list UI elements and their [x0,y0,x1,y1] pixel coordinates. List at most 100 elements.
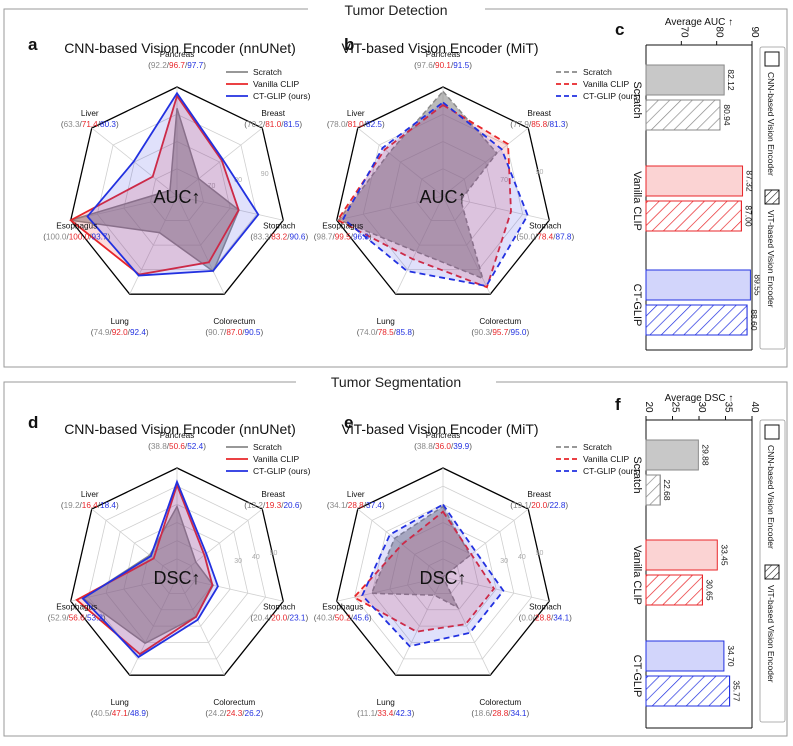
radar-series-ct-glip [342,101,529,288]
axis-value-scratch: 13.2 [247,501,263,510]
axis-label-lung: Lung [111,698,130,707]
axis-value-vanilla: 16.4 [82,501,98,510]
bar-tick-label: 70 [678,26,689,38]
axis-value-vanilla: 87.0 [226,328,242,337]
bar-value-label: 22.68 [662,479,672,501]
axis-values-colorectum: (90.3/95.7/95.0) [471,328,529,337]
radar-center-label: DSC↑ [419,568,466,588]
axis-value-sep: ) [116,120,119,129]
panel-d-radar: 304050DSC↑Pancreas(38.8/50.6/52.4)Breast… [28,413,311,718]
axis-values-stomach: (83.3/83.2/90.6) [250,232,308,241]
axis-value-sep: / [529,120,532,129]
axis-value-sep: / [80,120,83,129]
axis-label-liver: Liver [347,109,365,118]
axis-value-sep: ( [205,328,208,337]
radar-series-vanilla-clip [75,482,214,656]
panel-a-radar: 708090AUC↑Pancreas(92.2/96.7/97.7)Breast… [28,35,311,337]
legend-label-cnn: CNN-based Vision Encoder [766,72,776,176]
axis-value-sep: / [551,613,554,622]
axis-value-ctglip: 97.7 [187,61,203,70]
axis-value-sep: ) [107,232,110,241]
bar-tick-label: 40 [749,401,760,413]
bar-vanilla-clip-cnn [645,165,744,197]
bar-value-label: 33.45 [719,544,729,566]
axis-value-sep: ) [469,61,472,70]
axis-value-sep: / [128,709,131,718]
axis-value-ctglip: 42.3 [396,709,412,718]
axis-label-esophagus: Esophagus [56,221,97,230]
legend-label: CT-GLIP (ours) [253,466,311,476]
legend-label: Scratch [253,67,282,77]
radar-grid-ring [88,485,266,660]
bar-category-label: Scratch [631,81,643,118]
axis-value-sep: / [80,501,83,510]
axis-value-sep: / [85,613,88,622]
axis-value-sep: / [508,709,511,718]
axis-value-sep: ( [414,61,417,70]
section-title-segmentation: Tumor Segmentation [331,374,461,390]
axis-value-sep: ( [48,613,51,622]
axis-value-sep: / [66,613,69,622]
axis-value-scratch: 40.5 [94,709,110,718]
axis-value-sep: ) [260,328,263,337]
radar-outer-frame [70,86,284,295]
radar-tick-label: 70 [500,177,508,184]
legend-label: Vanilla CLIP [583,79,629,89]
legend-label: Vanilla CLIP [583,454,629,464]
bar-scratch-cnn [645,64,725,96]
axis-values-pancreas: (38.8/50.6/52.4) [148,442,206,451]
radar-grid-ring [105,503,249,643]
radar-series-scratch [70,108,240,273]
radar-series-ct-glip [361,503,505,648]
axis-value-sep: ( [148,61,151,70]
axis-value-scratch: 19.2 [64,501,80,510]
axis-label-breast: Breast [527,109,551,118]
axis-label-colorectum: Colorectum [213,698,255,707]
radar-center-label: AUC↑ [153,187,200,207]
legend-label: Vanilla CLIP [253,454,299,464]
axis-value-sep: ) [203,442,206,451]
bar-value-label: 89.55 [752,274,762,296]
radar-series-scratch [337,90,498,280]
axis-value-scratch: 92.2 [151,61,167,70]
axis-value-scratch: 83.3 [253,232,269,241]
axis-values-colorectum: (24.2/24.3/26.2) [205,709,263,718]
axis-value-sep: / [167,442,170,451]
axis-value-sep: ) [412,328,415,337]
section-title-detection: Tumor Detection [345,2,448,18]
axis-value-sep: / [332,613,335,622]
legend-label-cnn: CNN-based Vision Encoder [766,445,776,549]
axis-label-colorectum: Colorectum [479,698,521,707]
bar-hatch-overlay [645,200,742,232]
axis-value-sep: / [547,120,550,129]
axis-value-vanilla: 99.5 [335,232,351,241]
panel-letter: f [615,395,621,414]
axis-value-ctglip: 80.3 [100,120,116,129]
axis-value-sep: / [490,709,493,718]
legend-swatch-cnn [764,51,780,67]
axis-values-esophagus: (100.0/100.0/93.7) [43,232,110,241]
bar-value-label: 35.77 [732,680,742,702]
axis-value-sep: / [185,442,188,451]
radar-tick-label: 50 [270,550,278,557]
legend-label: CT-GLIP (ours) [583,91,641,101]
axis-value-sep: / [269,232,272,241]
axis-value-sep: ( [61,120,64,129]
axis-value-sep: ( [250,613,253,622]
axis-value-sep: / [332,232,335,241]
axis-value-sep: / [375,328,378,337]
axis-value-sep: ( [91,709,94,718]
axis-value-sep: / [451,442,454,451]
axis-value-scratch: 24.2 [208,709,224,718]
axis-value-sep: ) [526,709,529,718]
panel-letter: b [344,35,354,54]
axis-label-breast: Breast [527,490,551,499]
axis-value-sep: ( [357,328,360,337]
axis-value-sep: / [394,328,397,337]
axis-label-pancreas: Pancreas [160,431,195,440]
axis-value-vanilla: 83.2 [271,232,287,241]
axis-values-lung: (11.1/33.4/42.3) [357,709,415,718]
axis-value-scratch: 78.0 [330,120,346,129]
axis-value-vanilla: 28.8 [492,709,508,718]
axis-value-sep: ( [244,501,247,510]
